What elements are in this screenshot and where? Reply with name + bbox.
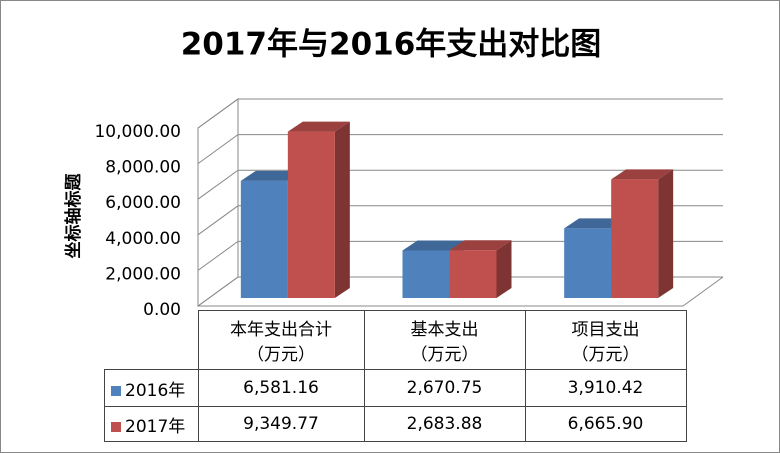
table-corner <box>104 310 199 370</box>
y-axis-title: 坐标轴标题 <box>63 173 84 259</box>
table-value: 3,910.42 <box>524 369 687 407</box>
side-wall <box>197 98 239 307</box>
bar-side <box>658 169 674 298</box>
y-tick-label: 2,000.00 <box>105 264 181 284</box>
legend-label: 2016年 <box>125 380 186 401</box>
bar-side <box>334 121 350 298</box>
legend-label: 2017年 <box>125 416 186 437</box>
table-value: 2,683.88 <box>363 406 526 442</box>
bar-side <box>496 240 512 298</box>
table-value: 6,581.16 <box>197 369 365 407</box>
bar <box>287 131 335 298</box>
grid-line <box>197 134 723 165</box>
table-value: 6,665.90 <box>524 406 687 442</box>
floor-edge <box>198 276 724 307</box>
grid-line <box>197 98 723 129</box>
y-tick-label: 8,000.00 <box>105 158 181 178</box>
grid-line <box>197 240 723 271</box>
table-row: 2016年 6,581.16 2,670.75 3,910.42 <box>104 369 687 407</box>
legend-swatch <box>111 385 121 396</box>
table-value: 9,349.77 <box>197 406 365 442</box>
y-tick-label: 10,000.00 <box>94 122 181 142</box>
x-tick-label: 项目支出 （万元） <box>524 310 687 370</box>
table-row: 2017年 9,349.77 2,683.88 6,665.90 <box>104 406 687 442</box>
bar <box>240 180 288 298</box>
y-tick-label: 6,000.00 <box>105 193 181 213</box>
bar-top <box>564 218 627 229</box>
bar-top <box>287 121 350 132</box>
grid-line <box>197 205 723 236</box>
legend-item: 2016年 <box>104 369 199 407</box>
data-table: 本年支出合计 （万元） 基本支出 （万元） 项目支出 （万元） 2016年 6,581.… <box>104 310 687 442</box>
grid-line <box>197 169 723 200</box>
bar <box>449 250 497 298</box>
table-header-row: 本年支出合计 （万元） 基本支出 （万元） 项目支出 （万元） <box>104 310 687 370</box>
chart-title: 2017年与2016年支出对比图 <box>181 27 602 63</box>
legend-swatch <box>111 421 121 432</box>
x-tick-label: 本年支出合计 （万元） <box>197 310 365 370</box>
bar-top <box>240 170 303 181</box>
table-value: 2,670.75 <box>363 369 526 407</box>
grid-line <box>197 276 723 307</box>
bar-top <box>402 240 465 251</box>
bar <box>402 250 450 298</box>
bar-top <box>611 169 674 180</box>
bar-top <box>449 240 512 251</box>
bar <box>611 179 659 298</box>
x-tick-label: 基本支出 （万元） <box>363 310 526 370</box>
bar <box>564 228 612 298</box>
legend-item: 2017年 <box>104 406 199 442</box>
y-tick-label: 4,000.00 <box>105 229 181 249</box>
